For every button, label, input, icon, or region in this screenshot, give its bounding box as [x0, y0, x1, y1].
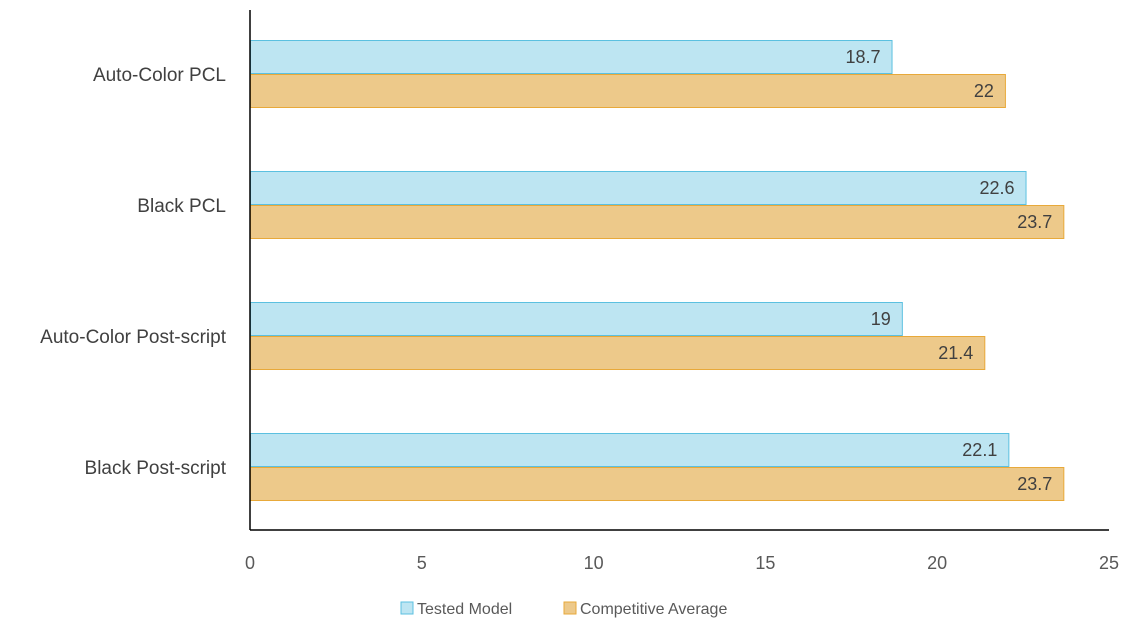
axes-group [249, 10, 1109, 531]
category-label-2: Auto-Color Post-script [40, 327, 227, 348]
bar-competitive-average-0 [250, 74, 1006, 108]
data-label-tested-model-3: 22.1 [962, 440, 997, 460]
data-label-tested-model-2: 19 [871, 309, 891, 329]
legend: Tested Model Competitive Average [400, 601, 727, 618]
x-tick-label-15: 15 [755, 553, 775, 573]
bar-competitive-average-2 [250, 336, 986, 370]
data-label-tested-model-1: 22.6 [979, 178, 1014, 198]
bar-competitive-average-1 [250, 205, 1065, 239]
category-label-0: Auto-Color PCL [93, 65, 226, 86]
data-label-competitive-average-2: 21.4 [938, 343, 973, 363]
bars-group [250, 40, 1065, 501]
legend-label-0: Tested Model [417, 601, 512, 618]
x-tick-label-0: 0 [245, 553, 255, 573]
bar-tested-model-0 [250, 40, 893, 74]
data-label-competitive-average-1: 23.7 [1017, 212, 1052, 232]
data-label-competitive-average-0: 22 [974, 81, 994, 101]
legend-item-competitive-average: Competitive Average [563, 601, 727, 618]
bar-tested-model-2 [250, 302, 903, 336]
x-tick-labels: 0 5 10 15 20 25 [245, 553, 1119, 573]
bar-tested-model-3 [250, 433, 1010, 467]
legend-label-1: Competitive Average [580, 601, 727, 618]
bar-tested-model-1 [250, 171, 1027, 205]
x-tick-label-25: 25 [1099, 553, 1119, 573]
data-label-competitive-average-3: 23.7 [1017, 474, 1052, 494]
x-tick-label-5: 5 [417, 553, 427, 573]
category-label-3: Black Post-script [85, 458, 227, 479]
legend-swatch-0 [400, 601, 414, 615]
x-tick-label-20: 20 [927, 553, 947, 573]
legend-item-tested-model: Tested Model [400, 601, 512, 618]
x-tick-label-10: 10 [584, 553, 604, 573]
category-labels: Auto-Color PCL Black PCL Auto-Color Post-s… [40, 65, 227, 479]
category-label-1: Black PCL [137, 196, 226, 217]
data-label-tested-model-0: 18.7 [845, 47, 880, 67]
bar-competitive-average-3 [250, 467, 1065, 501]
legend-swatch-1 [563, 601, 577, 615]
